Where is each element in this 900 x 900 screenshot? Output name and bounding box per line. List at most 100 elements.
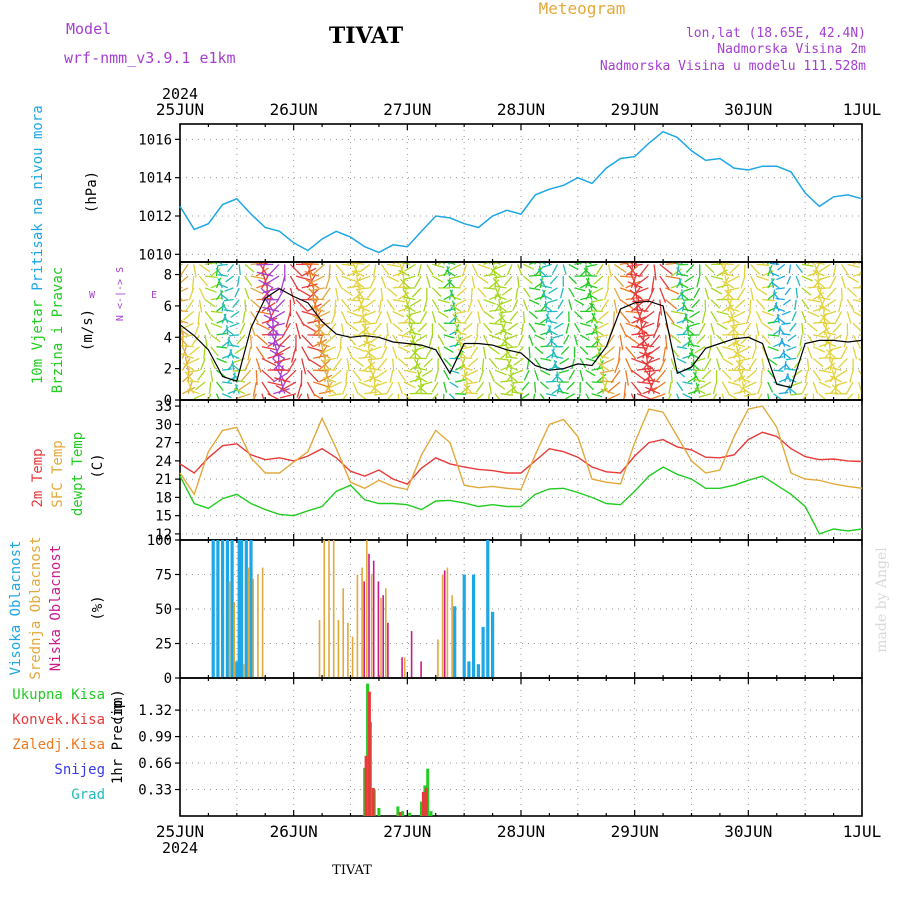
wind-arrow [737, 368, 751, 371]
wind-arrow [733, 375, 746, 383]
wind-arrow [483, 322, 493, 334]
wind-arrow [729, 310, 735, 324]
wind-arrow [449, 295, 462, 301]
wind-arrow [398, 334, 411, 339]
wind-arrow [205, 275, 218, 279]
wind-arrow [539, 381, 549, 390]
precip-bar-precip_total [408, 812, 412, 816]
wind-arrow [568, 287, 575, 298]
wind-arrow [180, 307, 183, 312]
wind-arrow [756, 275, 769, 281]
wind-arrow [838, 299, 843, 313]
wind-arrow [817, 274, 820, 288]
wind-arrow [755, 323, 760, 336]
wind-arrow [180, 310, 189, 313]
wind-arrow [586, 262, 592, 265]
temp-line-tsfc [179, 405, 863, 496]
cloud-bar-cloud_high [249, 540, 253, 678]
wind-arrow [587, 292, 598, 301]
wind-arrow [583, 267, 593, 277]
wind-arrow [769, 262, 780, 266]
wind-arrow [460, 358, 466, 371]
wind-arrow [647, 287, 655, 303]
wind-arrow [546, 380, 557, 383]
wind-arrow [215, 381, 224, 391]
wind-arrow [778, 325, 781, 335]
temp-line-dewpt [179, 466, 863, 535]
wind-arrow [249, 334, 253, 349]
wind-arrow [812, 381, 819, 395]
wind-arrow [818, 369, 832, 374]
wind-arrow [358, 369, 372, 373]
cloud-bar-cloud_high [453, 606, 457, 678]
wind-arrow [358, 393, 368, 400]
wind-arrow [477, 275, 489, 284]
wind-arrow [591, 318, 604, 324]
wind-arrow [820, 314, 831, 324]
wind-arrow [274, 357, 291, 364]
wind-arrow [598, 310, 610, 321]
wind-arrow [543, 303, 553, 312]
wind-arrow [361, 309, 365, 324]
wind-arrow [541, 284, 552, 289]
wind-arrow [591, 367, 603, 371]
wind-arrow [631, 369, 645, 381]
wind-arrow [834, 381, 848, 387]
wind-arrow [701, 311, 706, 324]
wind-arrow [430, 393, 439, 400]
wind-arrow [309, 272, 314, 289]
wind-arrow [467, 299, 473, 312]
wind-arrow [849, 370, 854, 383]
wind-arrow [494, 275, 507, 279]
cloud-ytick-label: 75 [155, 568, 172, 584]
wind-arrow [720, 271, 734, 277]
wind-arrow [643, 378, 660, 383]
wind-arrow [818, 299, 826, 312]
cloud-bar-cloud_high [462, 574, 466, 678]
wind-arrow [664, 311, 675, 324]
wind-arrow [322, 357, 336, 362]
wind-arrow [774, 302, 780, 312]
wind-arrow [623, 381, 627, 398]
wind-arrow [409, 335, 417, 347]
wind-arrow [295, 299, 309, 312]
wind-arrow [729, 263, 740, 274]
wind-arrow [222, 368, 233, 371]
wind-arrow [256, 271, 274, 277]
wind-arrow [579, 346, 589, 355]
wind-arrow [341, 287, 353, 297]
wind-arrow [801, 323, 804, 335]
wind-arrow [483, 287, 497, 290]
wind-arrow [549, 275, 558, 285]
wind-arrow [520, 323, 525, 335]
wind-arrow [341, 263, 355, 267]
wind-arrow [547, 329, 558, 336]
wind-arrow [409, 348, 419, 359]
wind-arrow [688, 322, 700, 328]
wind-arrow [545, 393, 557, 397]
wind-arrow [428, 334, 434, 347]
wind-arrow [767, 346, 779, 352]
wind-arrow [471, 264, 479, 277]
wind-arrow [812, 357, 824, 368]
wind-arrow [555, 374, 564, 383]
wind-arrow [785, 368, 797, 371]
wind-arrow [509, 369, 513, 383]
precip-bar-precip_total [401, 811, 405, 816]
cloud-bar-cloud_mid [261, 567, 264, 678]
wind-arrow [659, 275, 670, 290]
wind-arrow [255, 370, 258, 386]
wind-arrow [250, 287, 264, 295]
wind-arrow [727, 381, 741, 387]
wind-arrow [301, 322, 317, 333]
wind-arrow [627, 281, 643, 289]
wind-arrow [307, 334, 324, 337]
wind-arrow [603, 287, 610, 301]
wind-arrow [596, 353, 609, 360]
wind-arrow [358, 298, 365, 312]
wind-arrow [256, 322, 270, 331]
wind-arrow [528, 334, 534, 346]
wind-arrow [522, 311, 526, 324]
wind-arrow [781, 333, 791, 336]
wind-arrow [775, 297, 785, 301]
